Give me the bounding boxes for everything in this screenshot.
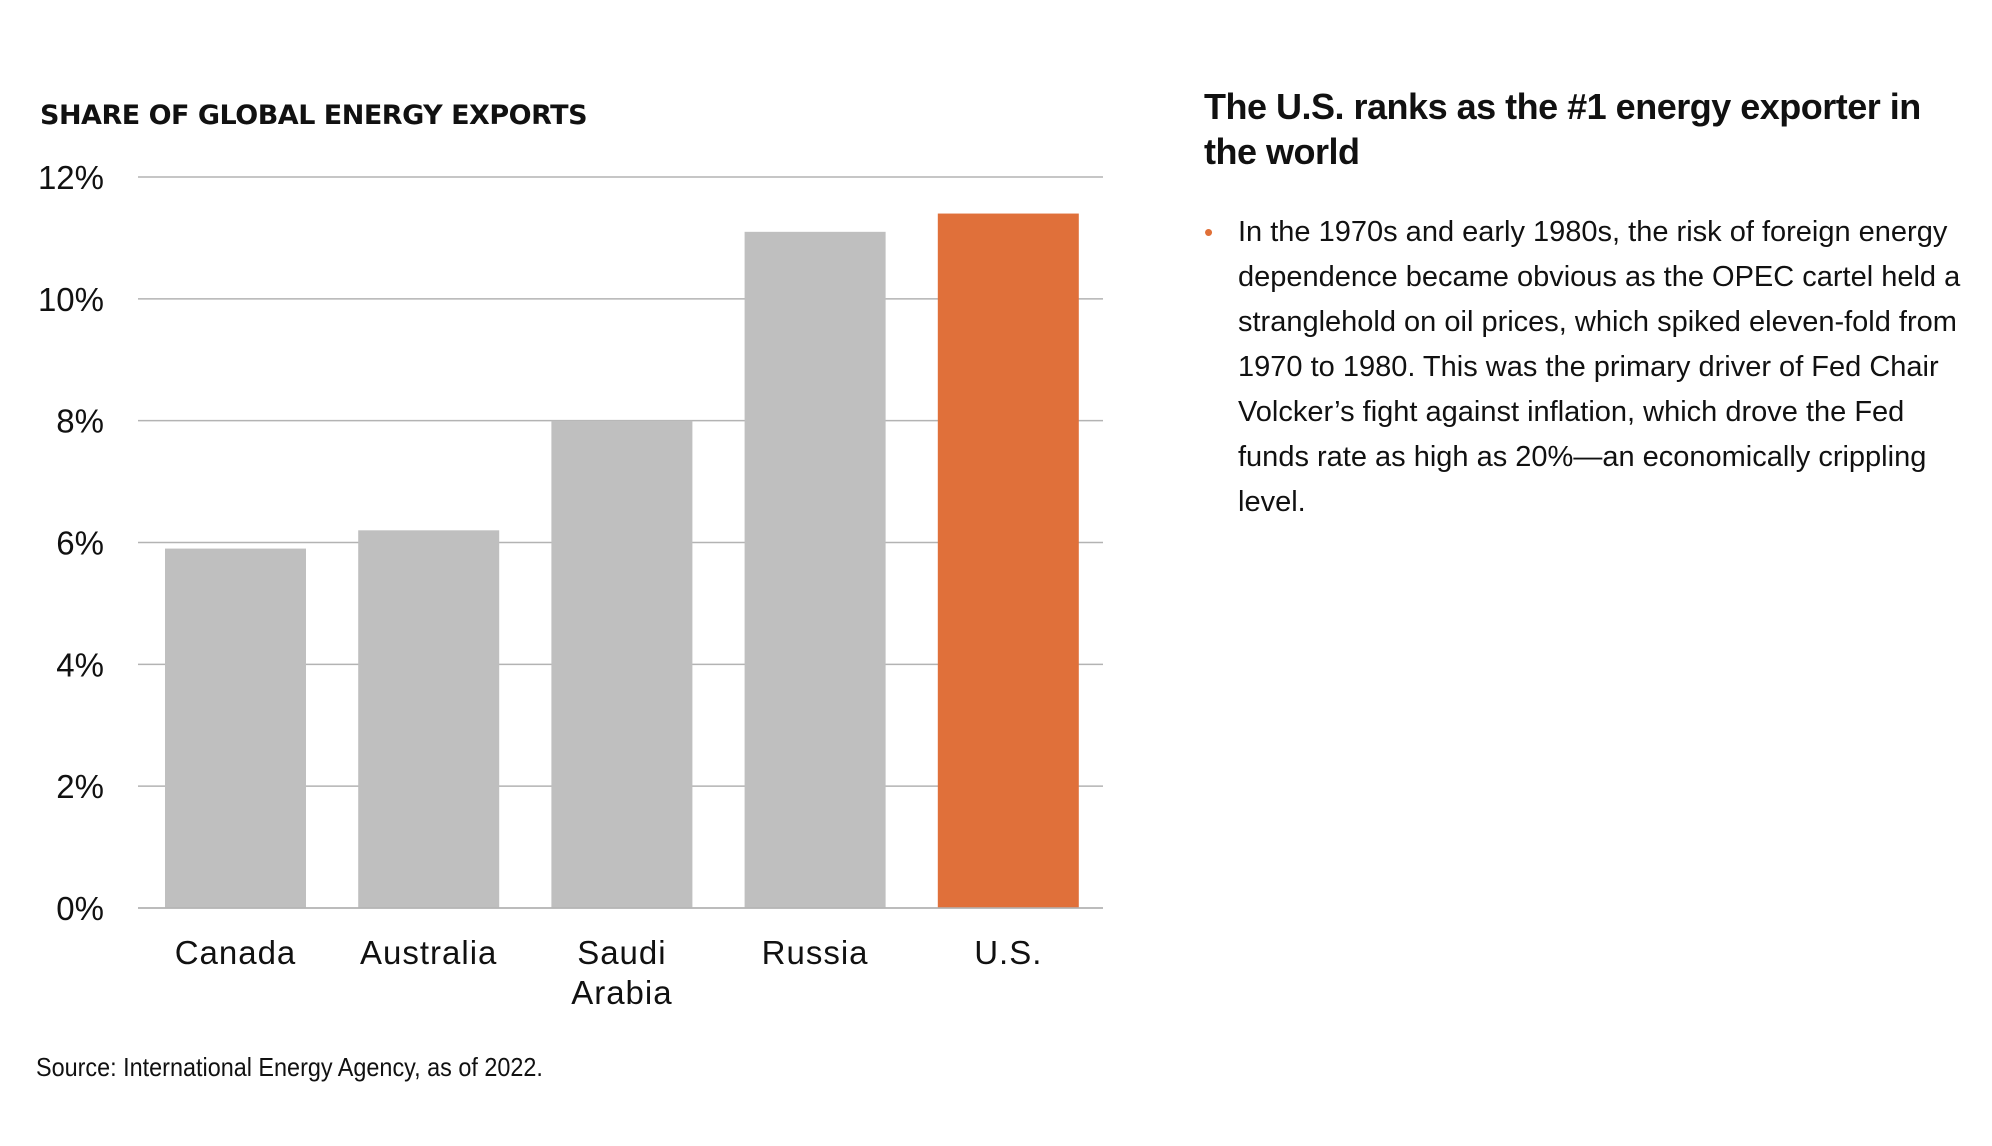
bars <box>138 213 1103 909</box>
chart-title: SHARE OF GLOBAL ENERGY EXPORTS <box>40 100 588 131</box>
bar <box>744 231 886 908</box>
bullet-dot-icon: • <box>1204 217 1214 247</box>
x-tick-label: Australia <box>360 934 497 971</box>
y-tick-label: 12% <box>38 159 104 196</box>
y-tick-label: 6% <box>56 525 104 562</box>
source-note: Source: International Energy Agency, as … <box>36 1052 543 1082</box>
bullet-text: In the 1970s and early 1980s, the risk o… <box>1238 216 1961 518</box>
y-tick-label: 4% <box>56 646 104 683</box>
y-tick-label: 10% <box>38 281 104 318</box>
bar <box>551 420 693 908</box>
bullet-item: • In the 1970s and early 1980s, the risk … <box>1204 210 1964 525</box>
bar <box>358 530 500 908</box>
x-tick-label: Russia <box>762 934 869 971</box>
panel-heading: The U.S. ranks as the #1 energy exporter… <box>1204 86 1921 172</box>
x-tick-label: Canada <box>175 934 297 971</box>
bar <box>937 213 1079 909</box>
y-axis-ticks: 0% 2% 4% 6% 8% 10% 12% <box>38 159 104 927</box>
x-axis-ticks: Canada Australia Saudi Arabia Russia U.S. <box>175 934 1042 1011</box>
y-tick-label: 2% <box>56 768 104 805</box>
y-tick-label: 0% <box>56 890 104 927</box>
x-tick-label: U.S. <box>974 934 1042 971</box>
bar <box>165 548 306 908</box>
y-tick-label: 8% <box>56 403 104 440</box>
x-tick-label: Saudi Arabia <box>571 934 672 1011</box>
bullet-list: • In the 1970s and early 1980s, the risk … <box>1204 210 1964 525</box>
